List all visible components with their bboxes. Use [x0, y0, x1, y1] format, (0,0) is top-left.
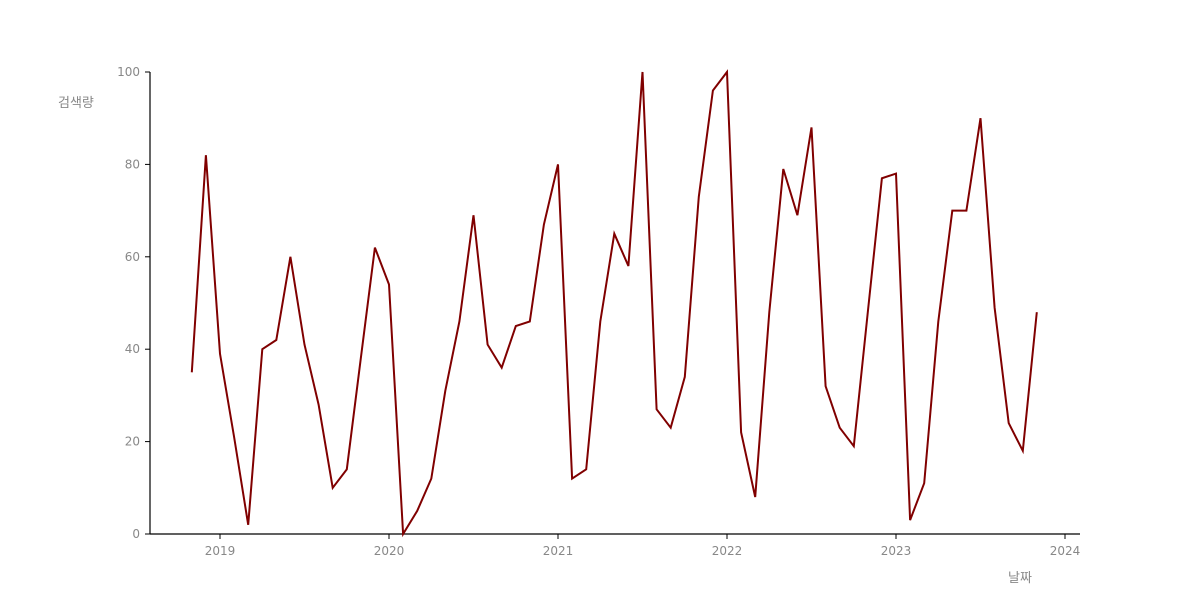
x-tick-label: 2020 [374, 544, 405, 558]
x-tick-label: 2023 [881, 544, 912, 558]
y-tick-label: 20 [125, 435, 140, 449]
data-points [191, 71, 1037, 535]
y-tick-label: 0 [132, 527, 140, 541]
x-tick-label: 2022 [712, 544, 743, 558]
y-tick-label: 60 [125, 250, 140, 264]
x-axis-label: 날짜 [1008, 571, 1032, 586]
y-tick-label: 80 [125, 157, 140, 171]
y-axis-ticks: 0 20 40 60 80 100 [117, 65, 150, 541]
x-tick-label: 2021 [543, 544, 574, 558]
x-tick-label: 2024 [1050, 544, 1081, 558]
y-axis-label: 검색량 [58, 96, 94, 111]
y-tick-label: 40 [125, 342, 140, 356]
x-tick-label: 2019 [205, 544, 236, 558]
x-axis-ticks: 2019 2020 2021 2022 2023 2024 [205, 534, 1081, 558]
y-tick-label: 100 [117, 65, 140, 79]
series-line [190, 69, 1038, 538]
